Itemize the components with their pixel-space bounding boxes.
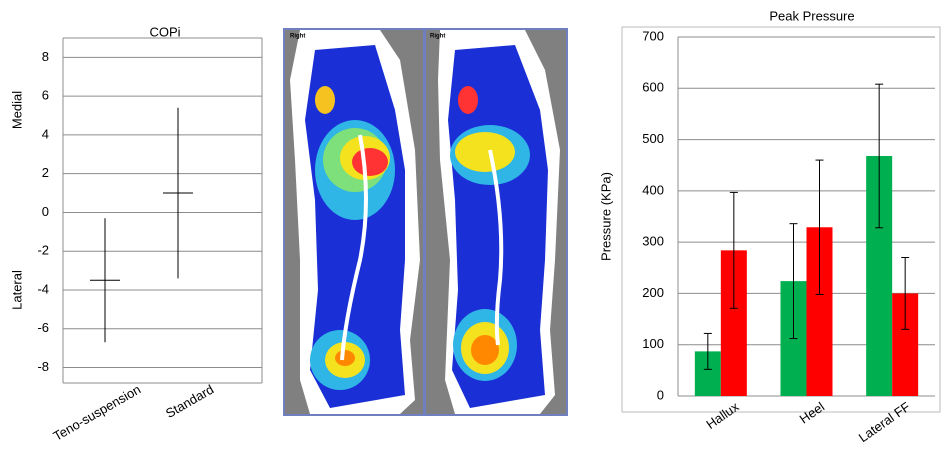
blob	[455, 132, 515, 172]
y-tick-label: -4	[37, 281, 49, 296]
pressure-maps: Right Right	[283, 28, 568, 416]
y-tick-label: 6	[42, 88, 49, 103]
y-tick-label: 2	[42, 165, 49, 180]
blob	[315, 86, 335, 114]
y-tick-label: 400	[642, 182, 664, 197]
y-tick-label: 8	[42, 49, 49, 64]
y-tick-label: 4	[42, 126, 49, 141]
blob	[458, 86, 478, 114]
y-annotation: Medial	[9, 91, 24, 129]
y-annotation: Lateral	[9, 270, 24, 310]
figure: Right Right COPi -8 -6 -4 -2 0 2 4 6 8 Medial Later…	[0, 0, 951, 456]
x-tick-label: Heel	[797, 399, 828, 427]
blob	[335, 350, 355, 366]
y-tick-label: 100	[642, 336, 664, 351]
y-tick-label: -8	[37, 359, 49, 374]
y-tick-label: 200	[642, 285, 664, 300]
chart-title: COPi	[149, 24, 180, 39]
x-tick-label: Lateral FF	[856, 399, 913, 445]
map-panel: Right	[426, 30, 566, 414]
y-tick-label: 0	[42, 204, 49, 219]
map-panel: Right	[285, 30, 423, 414]
x-tick-label: Hallux	[703, 399, 742, 432]
map-label: Right	[290, 34, 305, 40]
y-tick-label: -2	[37, 243, 49, 258]
x-tick-label: Teno-suspension	[51, 382, 144, 444]
blob	[352, 148, 388, 176]
y-tick-label: 300	[642, 234, 664, 249]
blob	[471, 335, 499, 365]
map-label: Right	[430, 34, 445, 40]
y-tick-label: 0	[657, 387, 664, 402]
page: Right Right COPi -8 -6 -4 -2 0 2 4 6 8 Medial Later…	[0, 0, 951, 456]
y-tick-label: 700	[642, 28, 664, 43]
y-axis-label: Pressure (KPa)	[598, 172, 613, 261]
y-tick-label: -6	[37, 320, 49, 335]
x-tick-label: Standard	[163, 382, 216, 421]
y-tick-label: 500	[642, 131, 664, 146]
chart-title: Peak Pressure	[769, 8, 854, 23]
y-tick-label: 600	[642, 80, 664, 95]
